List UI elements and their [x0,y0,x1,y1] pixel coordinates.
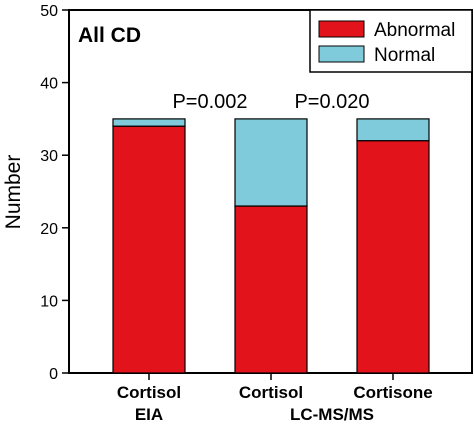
bar-abnormal-2 [234,205,308,374]
legend: Abnormal Normal [309,9,473,73]
legend-label-abnormal: Abnormal [374,20,455,41]
y-tick-label: 10 [40,293,58,310]
y-tick-label: 0 [49,366,58,383]
x-tick-label: Cortisone [353,383,432,402]
p-value-annotation: P=0.002 [172,91,247,113]
legend-swatch-abnormal [318,20,365,38]
y-tick-label: 20 [40,221,58,238]
y-tick-label: 50 [40,3,58,20]
y-tick-label: 30 [40,148,58,165]
bar-normal-1 [112,118,186,127]
p-value-annotations: P=0.002 P=0.020 [172,91,369,113]
bar-normal-2 [234,118,308,207]
category-labels: Cortisol Cortisol Cortisone EIA LC-MS/MS [117,373,433,424]
bar-abnormal-3 [356,140,430,374]
chart-title: All CD [78,24,141,47]
bars [112,118,430,374]
y-axis-ticks: 0 10 20 30 40 50 [40,3,69,383]
bar-abnormal-1 [112,125,186,374]
p-value-annotation: P=0.020 [294,91,369,113]
legend-swatch-normal [318,45,365,63]
x-group-label: LC-MS/MS [290,405,374,424]
y-tick-label: 40 [40,76,58,93]
x-tick-label: Cortisol [239,383,303,402]
y-axis-title: Number [2,155,25,230]
x-tick-label: Cortisol [117,383,181,402]
x-group-label: EIA [135,405,163,424]
bar-normal-3 [356,118,430,142]
legend-label-normal: Normal [374,45,435,66]
